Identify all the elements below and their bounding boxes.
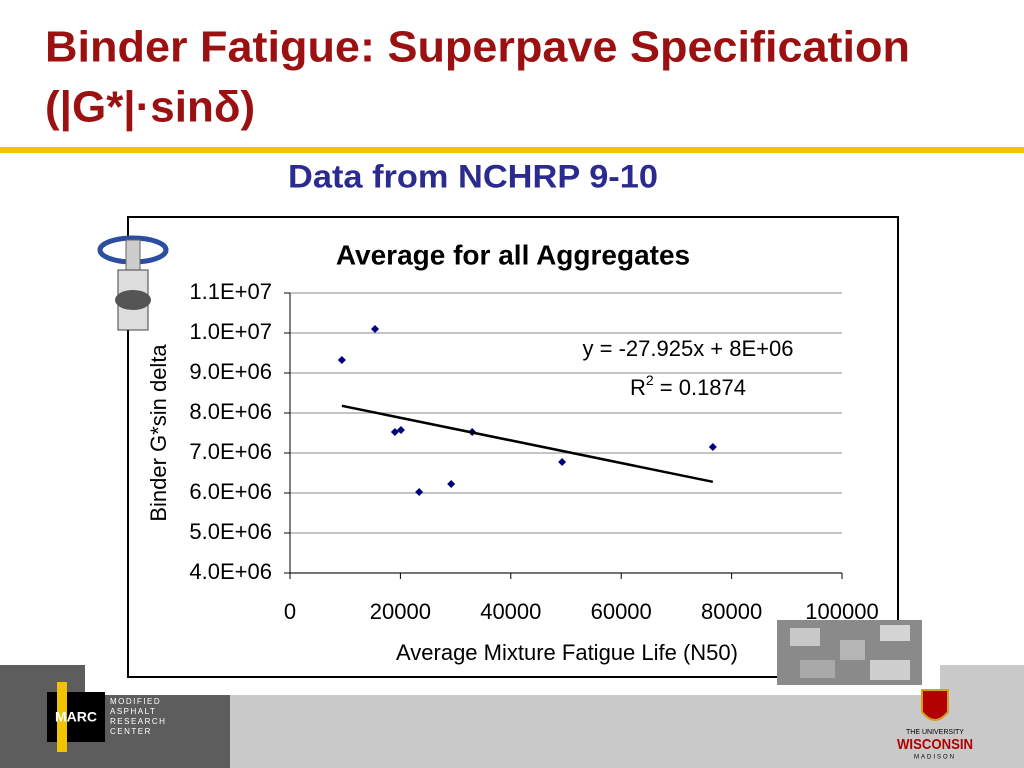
y-tick-label: 8.0E+06 xyxy=(189,399,272,424)
x-tick-label: 20000 xyxy=(370,599,431,624)
crest xyxy=(921,689,949,721)
data-point xyxy=(371,325,380,333)
x-axis-label: Average Mixture Fatigue Life (N50) xyxy=(396,640,738,665)
y-tick-label: 6.0E+06 xyxy=(189,479,272,504)
y-tick-label: 1.1E+07 xyxy=(189,279,272,304)
university-bottom: MADISON xyxy=(914,755,956,761)
university-top: THE UNIVERSITY xyxy=(906,729,964,736)
marc-line: MODIFIED xyxy=(110,697,161,706)
y-tick-label: 9.0E+06 xyxy=(189,359,272,384)
trend-equation: y = -27.925x + 8E+06 xyxy=(583,336,794,361)
data-point xyxy=(337,356,346,364)
data-point xyxy=(390,428,399,436)
chart-title: Average for all Aggregates xyxy=(336,239,690,270)
divider xyxy=(0,147,1024,153)
marc-line: CENTER xyxy=(110,727,152,736)
data-point xyxy=(558,458,567,466)
university-name: WISCONSIN xyxy=(897,736,973,753)
y-tick-label: 4.0E+06 xyxy=(189,559,272,584)
r2-sup: 2 xyxy=(646,372,654,388)
chart-frame xyxy=(127,216,899,678)
x-tick-label: 40000 xyxy=(480,599,541,624)
y-tick-label: 1.0E+07 xyxy=(189,319,272,344)
marc-logo xyxy=(47,682,105,752)
data-point xyxy=(447,480,456,488)
x-tick-label: 100000 xyxy=(805,599,878,624)
data-point xyxy=(396,426,405,434)
y-tick-label: 7.0E+06 xyxy=(189,439,272,464)
trendline xyxy=(341,404,714,484)
rotation-icon xyxy=(97,235,169,331)
y-axis-label: Binder G*sin delta xyxy=(146,344,171,522)
data-point xyxy=(415,488,424,496)
r2-suffix: = 0.1874 xyxy=(654,375,746,400)
data-point xyxy=(708,443,717,451)
slide-title: Binder Fatigue: Superpave Specification xyxy=(45,23,910,72)
x-tick-label: 0 xyxy=(284,599,296,624)
r-squared: R2 = 0.1874 xyxy=(630,372,746,400)
x-tick-label: 80000 xyxy=(701,599,762,624)
aggregate-photo xyxy=(777,620,922,685)
subtitle: Data from NCHRP 9-10 xyxy=(288,158,658,194)
x-tick-label: 60000 xyxy=(591,599,652,624)
r2-prefix: R xyxy=(630,375,646,400)
marc-text: MARC xyxy=(55,709,97,725)
marc-line: RESEARCH xyxy=(110,717,166,726)
marc-line: ASPHALT xyxy=(110,707,156,716)
slide-title-formula: (|G*|·sinδ) xyxy=(45,83,255,133)
y-tick-label: 5.0E+06 xyxy=(189,519,272,544)
